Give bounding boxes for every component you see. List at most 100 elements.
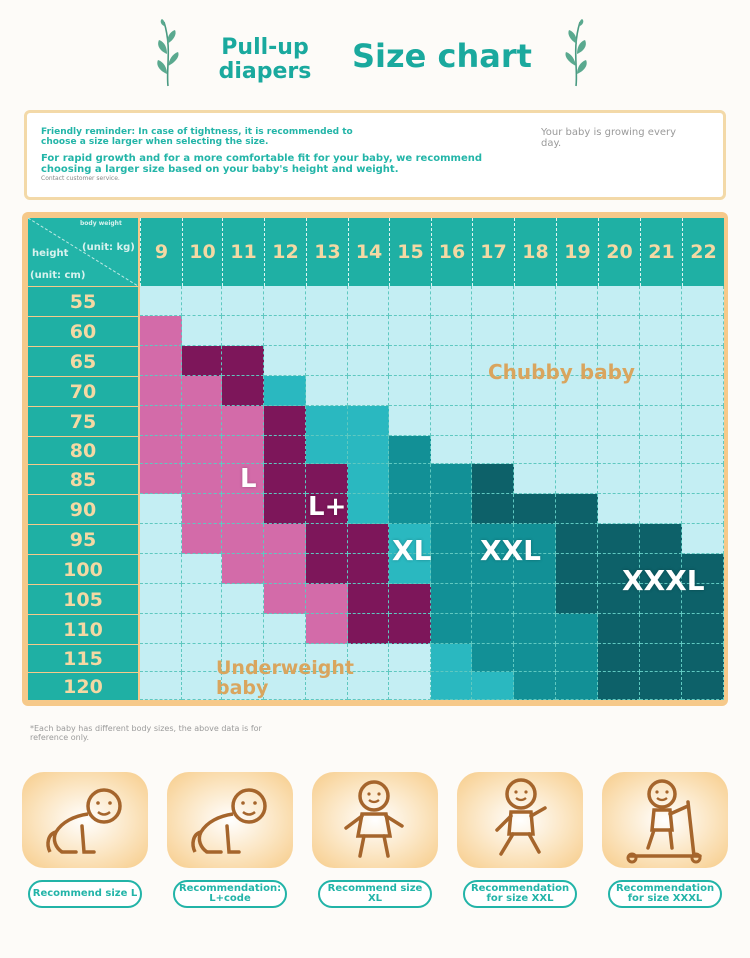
empty-cell xyxy=(514,376,556,406)
recommend-size-label: Recommend size L xyxy=(28,880,142,908)
height-row-header: 60 xyxy=(28,316,138,346)
empty-cell xyxy=(640,464,682,494)
empty-cell xyxy=(222,584,264,614)
empty-cell xyxy=(264,346,306,376)
empty-cell xyxy=(182,286,222,316)
size-xxxl-cell xyxy=(682,614,724,644)
size-l-cell xyxy=(182,524,222,554)
size-l-cell xyxy=(222,406,264,436)
empty-cell xyxy=(556,346,598,376)
height-row-header: 110 xyxy=(28,614,138,644)
standing-baby-icon xyxy=(344,780,404,858)
size-lplus-cell xyxy=(306,554,348,584)
empty-cell xyxy=(472,376,514,406)
empty-cell xyxy=(598,286,640,316)
empty-cell xyxy=(431,436,472,464)
empty-cell xyxy=(598,376,640,406)
size-xxxl-cell xyxy=(598,614,640,644)
empty-cell xyxy=(556,286,598,316)
empty-cell xyxy=(140,524,182,554)
weight-column-header: 9 xyxy=(140,218,182,286)
size-l-cell xyxy=(182,406,222,436)
empty-cell xyxy=(640,376,682,406)
height-row-header: 105 xyxy=(28,584,138,614)
empty-cell xyxy=(389,346,431,376)
empty-cell xyxy=(514,406,556,436)
size-l-cell xyxy=(222,554,264,584)
empty-cell xyxy=(556,376,598,406)
empty-cell xyxy=(514,464,556,494)
size-xl-cell xyxy=(348,436,389,464)
empty-cell xyxy=(682,376,724,406)
growth-advice-text: For rapid growth and for a more comforta… xyxy=(41,153,483,175)
weight-column-header: 14 xyxy=(348,218,389,286)
size-xxxl-cell xyxy=(472,464,514,494)
empty-cell xyxy=(348,672,389,700)
size-xl-cell xyxy=(306,406,348,436)
height-unit-label: (unit: cm) xyxy=(30,270,86,281)
empty-cell xyxy=(264,644,306,672)
empty-cell xyxy=(472,346,514,376)
empty-cell xyxy=(682,316,724,346)
size-xl-cell xyxy=(431,644,472,672)
empty-cell xyxy=(222,644,264,672)
empty-cell xyxy=(348,346,389,376)
size-lplus-cell xyxy=(264,494,306,524)
size-xl-cell xyxy=(389,554,431,584)
size-l-cell xyxy=(140,406,182,436)
empty-cell xyxy=(222,614,264,644)
weight-column-header: 18 xyxy=(514,218,556,286)
leaf-branch-icon xyxy=(157,19,179,87)
size-xxxl-cell xyxy=(598,584,640,614)
empty-cell xyxy=(264,316,306,346)
size-xxl-cell xyxy=(514,524,556,554)
size-xxl-cell xyxy=(472,584,514,614)
empty-cell xyxy=(140,614,182,644)
size-l-cell xyxy=(222,464,264,494)
empty-cell xyxy=(640,406,682,436)
recommendation-card xyxy=(22,772,148,868)
size-xxl-cell xyxy=(472,614,514,644)
size-xl-cell xyxy=(348,464,389,494)
size-lplus-label: L+ xyxy=(308,492,347,522)
empty-cell xyxy=(514,286,556,316)
size-xxxl-cell xyxy=(472,494,514,524)
underweight-baby-label: Underweight baby xyxy=(216,657,354,699)
size-xxxl-cell xyxy=(640,644,682,672)
empty-cell xyxy=(682,346,724,376)
size-lplus-cell xyxy=(264,436,306,464)
empty-cell xyxy=(431,406,472,436)
empty-cell xyxy=(348,376,389,406)
empty-cell xyxy=(182,644,222,672)
empty-cell xyxy=(389,644,431,672)
size-xxxl-cell xyxy=(682,672,724,700)
size-xxl-cell xyxy=(514,614,556,644)
empty-cell xyxy=(389,376,431,406)
size-xxxl-cell xyxy=(640,584,682,614)
empty-cell xyxy=(140,286,182,316)
empty-cell xyxy=(514,436,556,464)
size-lplus-cell xyxy=(306,494,348,524)
size-l-cell xyxy=(140,436,182,464)
crawling-baby-icon xyxy=(191,788,267,854)
weight-column-header: 15 xyxy=(389,218,431,286)
size-xxl-cell xyxy=(431,614,472,644)
recommendation-card xyxy=(457,772,583,868)
empty-cell xyxy=(556,406,598,436)
recommend-size-label: Recommendation for size XXL xyxy=(463,880,577,908)
size-l-cell xyxy=(264,524,306,554)
empty-cell xyxy=(682,286,724,316)
height-row-header: 85 xyxy=(28,464,138,494)
size-l-cell xyxy=(140,464,182,494)
size-l-label: L xyxy=(240,464,257,494)
leaf-branch-icon xyxy=(565,19,587,87)
empty-cell xyxy=(182,316,222,346)
size-xl-cell xyxy=(472,672,514,700)
empty-cell xyxy=(140,644,182,672)
recommendation-card xyxy=(312,772,438,868)
size-xxxl-cell xyxy=(640,614,682,644)
size-xxl-cell xyxy=(431,524,472,554)
recommend-size-label: Recommendation: L+code xyxy=(173,880,287,908)
empty-cell xyxy=(640,494,682,524)
empty-cell xyxy=(306,644,348,672)
